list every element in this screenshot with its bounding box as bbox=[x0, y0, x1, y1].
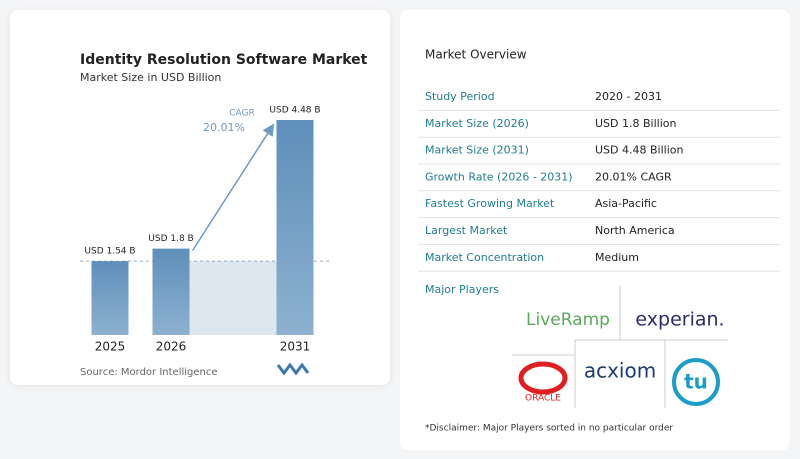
overview-table: Study Period 2020 - 2031 Market Size (2026… bbox=[418, 90, 780, 272]
cagr-label: CAGR bbox=[229, 109, 255, 119]
players-title: Major Players bbox=[425, 283, 499, 296]
x-tick-label: 2026 bbox=[156, 340, 187, 354]
player-logo: LiveRamp bbox=[526, 310, 610, 330]
oracle-ring bbox=[518, 361, 568, 395]
row-value: Medium bbox=[595, 251, 639, 264]
row-label: Market Concentration bbox=[425, 251, 544, 264]
value-label: USD 4.48 B bbox=[269, 106, 320, 116]
shade bbox=[189, 261, 277, 335]
x-tick-label: 2025 bbox=[95, 340, 126, 354]
row-label: Fastest Growing Market bbox=[425, 197, 555, 210]
value-label: USD 1.8 B bbox=[148, 234, 193, 244]
chart-title: Identity Resolution Software Market bbox=[80, 52, 368, 68]
row-value: North America bbox=[595, 224, 675, 237]
row-label: Largest Market bbox=[425, 224, 508, 237]
bar bbox=[152, 248, 190, 335]
cagr-value: 20.01% bbox=[203, 121, 245, 134]
row-label: Market Size (2026) bbox=[425, 117, 529, 130]
row-label: Study Period bbox=[425, 90, 495, 103]
player-logo: ORACLE bbox=[525, 394, 561, 404]
player-logo: experian. bbox=[635, 309, 724, 331]
row-value: 2020 - 2031 bbox=[595, 90, 662, 103]
row-label: Market Size (2031) bbox=[425, 144, 529, 157]
disclaimer: *Disclaimer: Major Players sorted in no … bbox=[425, 424, 673, 434]
x-tick-label: 2031 bbox=[280, 340, 311, 354]
bar bbox=[91, 261, 129, 335]
player-logo: acxiom bbox=[584, 359, 656, 383]
value-label: USD 1.54 B bbox=[84, 247, 135, 257]
overview-title: Market Overview bbox=[425, 48, 527, 62]
player-logo: tu bbox=[684, 370, 708, 394]
logo-mark bbox=[276, 362, 310, 376]
player-logos: LiveRamp experian. acxiom ORACLE tu bbox=[512, 285, 728, 408]
cagr-arrow bbox=[191, 123, 275, 252]
row-label: Growth Rate (2026 - 2031) bbox=[425, 170, 573, 183]
row-value: USD 4.48 Billion bbox=[595, 144, 683, 157]
bar-chart: USD 1.54 B 2025 USD 1.8 B 2026 USD 4.48 B 203… bbox=[80, 106, 330, 354]
row-value: Asia-Pacific bbox=[595, 197, 657, 210]
bar bbox=[276, 120, 314, 335]
source: Source: Mordor Intelligence bbox=[80, 367, 218, 378]
tu-ring bbox=[672, 358, 720, 406]
row-value: 20.01% CAGR bbox=[595, 170, 672, 183]
chart-subtitle: Market Size in USD Billion bbox=[80, 71, 221, 84]
row-value: USD 1.8 Billion bbox=[595, 117, 676, 130]
